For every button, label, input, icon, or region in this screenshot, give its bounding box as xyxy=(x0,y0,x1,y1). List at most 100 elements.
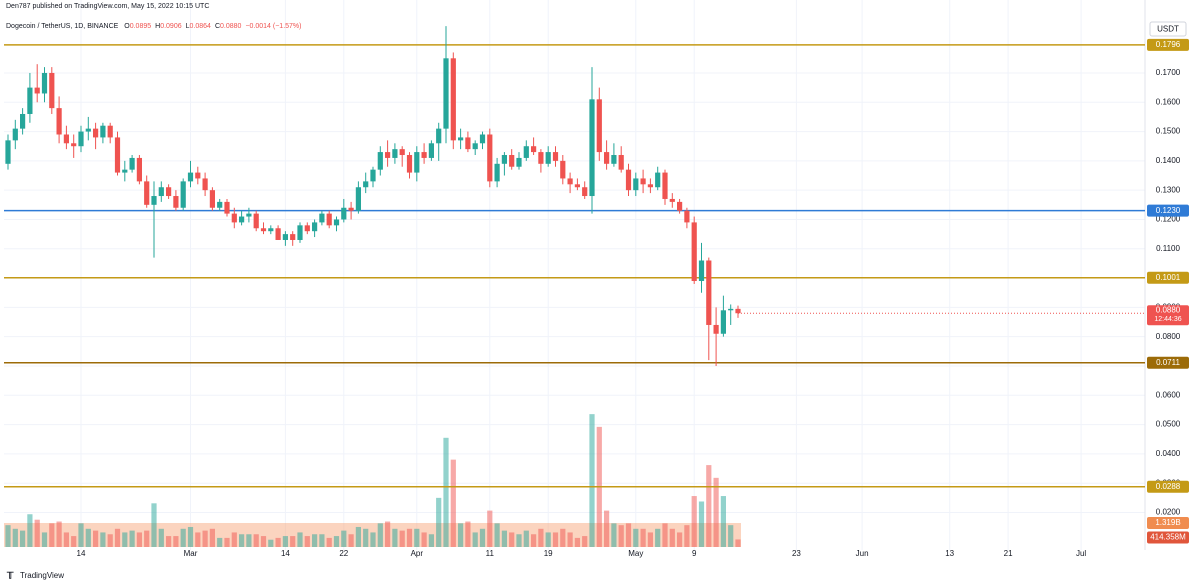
candle-body xyxy=(209,190,215,208)
volume-bar xyxy=(509,532,515,547)
candle-body xyxy=(71,143,77,147)
candle-body xyxy=(217,201,223,208)
level-label: 0.0288 xyxy=(1156,482,1181,491)
volume-bar xyxy=(217,537,223,547)
candle-body xyxy=(239,216,245,223)
publisher-line: Den787 published on TradingView.com, May… xyxy=(6,3,210,10)
candle-body xyxy=(290,234,296,240)
volume-bar xyxy=(545,532,551,547)
y-tick-label: 0.0500 xyxy=(1156,420,1181,429)
candle-body xyxy=(596,99,602,153)
volume-bar xyxy=(662,523,668,547)
candle-body xyxy=(406,155,413,173)
candle-body xyxy=(625,169,632,191)
volume-bar xyxy=(589,414,595,547)
x-tick-label: 14 xyxy=(77,549,86,558)
volume-bar xyxy=(669,528,675,547)
y-tick-label: 0.0200 xyxy=(1156,508,1181,517)
level-tag xyxy=(1147,204,1189,217)
legend-key: O xyxy=(124,23,130,30)
candle-body xyxy=(333,219,340,226)
volume-bar xyxy=(720,496,726,547)
candle-body xyxy=(465,137,471,150)
candle-body xyxy=(187,172,194,182)
x-tick-label: 9 xyxy=(692,549,697,558)
y-tick-label: 0.0600 xyxy=(1156,390,1181,399)
volume-bar xyxy=(71,536,77,547)
volume-bar xyxy=(414,528,420,547)
y-tick-label: 0.1700 xyxy=(1156,68,1181,77)
volume-bar xyxy=(728,525,734,547)
candle-body xyxy=(224,201,230,214)
candle-body xyxy=(297,225,303,240)
legend-value: 0.0864 xyxy=(189,23,211,30)
volume-bar xyxy=(538,528,544,547)
x-tick-label: 21 xyxy=(1004,549,1013,558)
volume-bar xyxy=(107,534,113,547)
volume-bar xyxy=(209,528,215,547)
y-tick-label: 0.1100 xyxy=(1156,244,1180,253)
candle-body xyxy=(669,198,675,202)
volume-bar xyxy=(49,523,55,547)
x-tick-label: Apr xyxy=(411,549,424,558)
volume-bar xyxy=(472,532,478,547)
volume-bar xyxy=(523,530,529,547)
candle-body xyxy=(49,72,55,109)
candle-body xyxy=(202,178,208,191)
candle-body xyxy=(552,152,559,161)
candle-body xyxy=(523,146,529,158)
candle-body xyxy=(436,128,442,144)
volume-bar xyxy=(122,532,128,547)
volume-bar xyxy=(443,437,449,547)
logo-mark: 𝕋 xyxy=(6,570,14,580)
candle-body xyxy=(166,187,172,197)
volume-bar xyxy=(436,497,442,547)
candle-body xyxy=(574,184,580,188)
volume-bar xyxy=(275,537,281,547)
volume-bar xyxy=(312,534,318,547)
currency-label: USDT xyxy=(1157,25,1179,34)
volume-bar xyxy=(34,519,40,547)
candle-body xyxy=(479,134,486,144)
volume-bar xyxy=(735,539,741,547)
level-tag xyxy=(1147,356,1189,369)
volume-bar xyxy=(224,537,230,547)
candle-body xyxy=(589,99,595,197)
candle-body xyxy=(698,260,705,282)
level-label: 0.1001 xyxy=(1156,273,1181,282)
volume-bar xyxy=(180,528,186,547)
candle-body xyxy=(458,137,464,141)
candle-body xyxy=(728,308,734,311)
candle-body xyxy=(604,152,610,164)
candle-body xyxy=(633,178,639,191)
volume-bar xyxy=(268,539,274,547)
x-tick-label: May xyxy=(628,549,643,558)
volume-bar xyxy=(370,532,376,547)
y-tick-label: 0.0400 xyxy=(1156,449,1181,458)
volume-bar xyxy=(348,534,354,547)
volume-bar xyxy=(20,530,26,547)
y-tick-label: 0.0800 xyxy=(1156,332,1181,341)
candle-body xyxy=(246,213,252,217)
last-price-tag xyxy=(1147,305,1189,326)
candle-body xyxy=(27,87,33,114)
volume-bar xyxy=(684,525,690,547)
level-label: 0.1230 xyxy=(1156,206,1181,215)
volume-bar xyxy=(202,530,208,547)
x-tick-label: 13 xyxy=(945,549,954,558)
volume-bar xyxy=(355,526,361,547)
x-tick-label: 22 xyxy=(339,549,348,558)
candle-body xyxy=(319,213,325,223)
candle-body xyxy=(282,234,288,240)
candle-body xyxy=(41,72,48,94)
y-tick-label: 0.1600 xyxy=(1156,97,1181,106)
candle-body xyxy=(268,228,274,232)
candle-body xyxy=(129,157,135,170)
currency-box xyxy=(1149,21,1187,37)
candle-body xyxy=(706,260,712,325)
volume-bar xyxy=(611,523,617,547)
candle-body xyxy=(531,146,537,153)
volume-bar xyxy=(604,510,610,547)
level-label: 0.1796 xyxy=(1156,40,1181,49)
